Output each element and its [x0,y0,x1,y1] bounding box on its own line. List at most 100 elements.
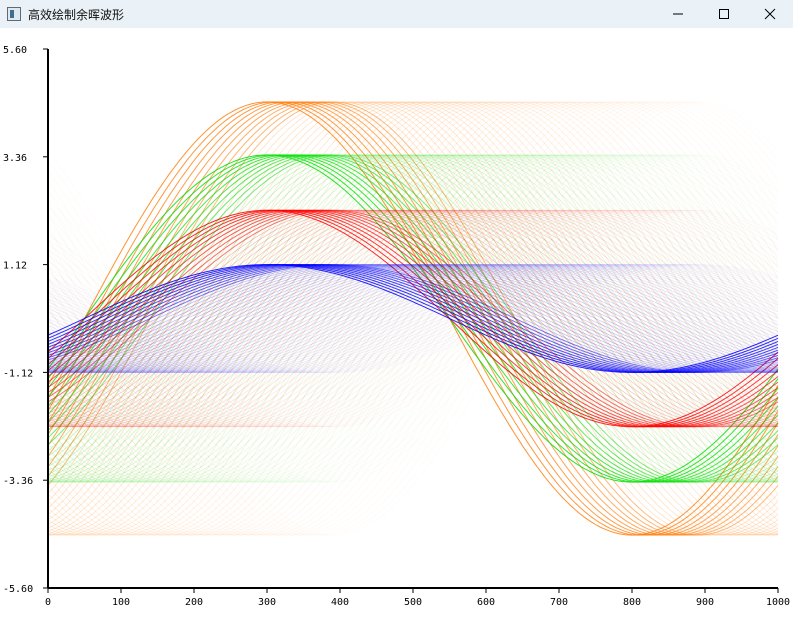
series-3-trace [47,209,779,428]
series-4-trace [47,264,779,373]
series-2-trace [47,154,779,483]
app-window-icon [7,7,21,21]
series-3-trace [47,209,779,428]
series-4-trace [47,264,779,373]
series-1-trace [47,101,779,536]
series-1-trace [47,101,779,536]
series-2-trace [47,154,779,483]
series-3-trace [47,209,779,428]
series-1-trace [47,101,779,536]
series-2-trace [47,154,779,483]
series-2-trace [47,154,779,483]
axes: 0 100 200 300 400 500 600 700 800 900 1000 5.60 3.36… [3,45,790,608]
series-2-trace [47,154,779,483]
series-1-traces [47,101,779,536]
series-2-trace [47,154,779,483]
series-2-trace [47,154,779,483]
series-4-trace [47,264,779,373]
series-4-trace [47,264,779,373]
series-1-trace [47,101,779,536]
window-controls [655,0,793,28]
series-4-trace [47,264,779,373]
series-3-trace [47,209,779,428]
series-2-trace [47,154,779,483]
series-3-trace [47,209,779,428]
series-2-trace [47,154,779,483]
series-1-trace [47,101,779,536]
x-tick-label: 200 [185,597,203,608]
series-1-trace [47,101,779,536]
series-2-trace [47,154,779,483]
y-tick-label: 1.12 [3,261,27,272]
x-tick-label: 500 [404,597,422,608]
series-1-trace [47,101,779,536]
series-3-trace [47,209,779,428]
series-3-trace [47,209,779,428]
series-3-trace [47,209,779,428]
minimize-button[interactable] [655,0,701,28]
series-3-trace [47,209,779,428]
close-button[interactable] [747,0,793,28]
series-2-trace [47,154,779,483]
series-2-trace [47,154,779,483]
series-1-trace [47,101,779,536]
series-4-trace [47,264,779,373]
series-3-trace [47,209,779,428]
series-2-trace [47,154,779,483]
waveform-traces [47,101,779,536]
series-4-trace [47,264,779,373]
series-3-trace [47,209,779,428]
series-2-trace [47,154,779,483]
series-4-traces [47,264,779,373]
series-3-trace [47,209,779,428]
x-tick-label: 800 [623,597,641,608]
series-4-trace [48,264,778,373]
series-4-trace [47,264,779,373]
series-4-trace [47,264,779,373]
series-3-trace [47,209,779,428]
series-1-trace [47,101,779,536]
series-3-trace [47,209,779,428]
window-title: 高效绘制余晖波形 [28,7,125,22]
series-1-trace [47,101,779,536]
series-2-trace [47,154,779,483]
series-3-trace [47,209,779,428]
series-4-trace [47,264,779,373]
maximize-button[interactable] [701,0,747,28]
series-2-trace [47,154,779,483]
series-3-trace [47,209,779,428]
series-3-traces [47,209,779,428]
series-2-trace [47,154,779,483]
series-1-trace [47,101,779,536]
series-4-trace [47,264,779,373]
series-3-trace [47,209,779,428]
series-1-trace [47,101,779,536]
x-tick-label: 100 [112,597,130,608]
series-2-trace [47,154,779,483]
x-tick-label: 700 [550,597,568,608]
title-bar[interactable]: 高效绘制余晖波形 [0,0,793,28]
series-4-trace [47,264,779,373]
series-4-trace [47,264,779,373]
series-3-trace [47,209,779,428]
series-4-trace [47,264,779,373]
series-2-trace [47,154,779,483]
series-2-trace [47,154,779,483]
series-4-trace [47,264,779,373]
series-3-trace [47,209,779,428]
series-3-trace [47,209,779,428]
series-4-trace [47,264,779,373]
series-4-trace [47,264,779,373]
series-1-trace [47,101,779,536]
y-tick-label: -3.36 [3,476,33,487]
series-3-trace [47,209,779,428]
series-1-trace [47,101,779,536]
series-3-trace [47,209,779,428]
series-1-trace [47,101,779,536]
series-3-trace [47,209,779,428]
series-1-trace [47,101,779,536]
series-1-trace [47,101,779,536]
series-4-trace [47,264,779,373]
series-4-trace [47,264,779,373]
